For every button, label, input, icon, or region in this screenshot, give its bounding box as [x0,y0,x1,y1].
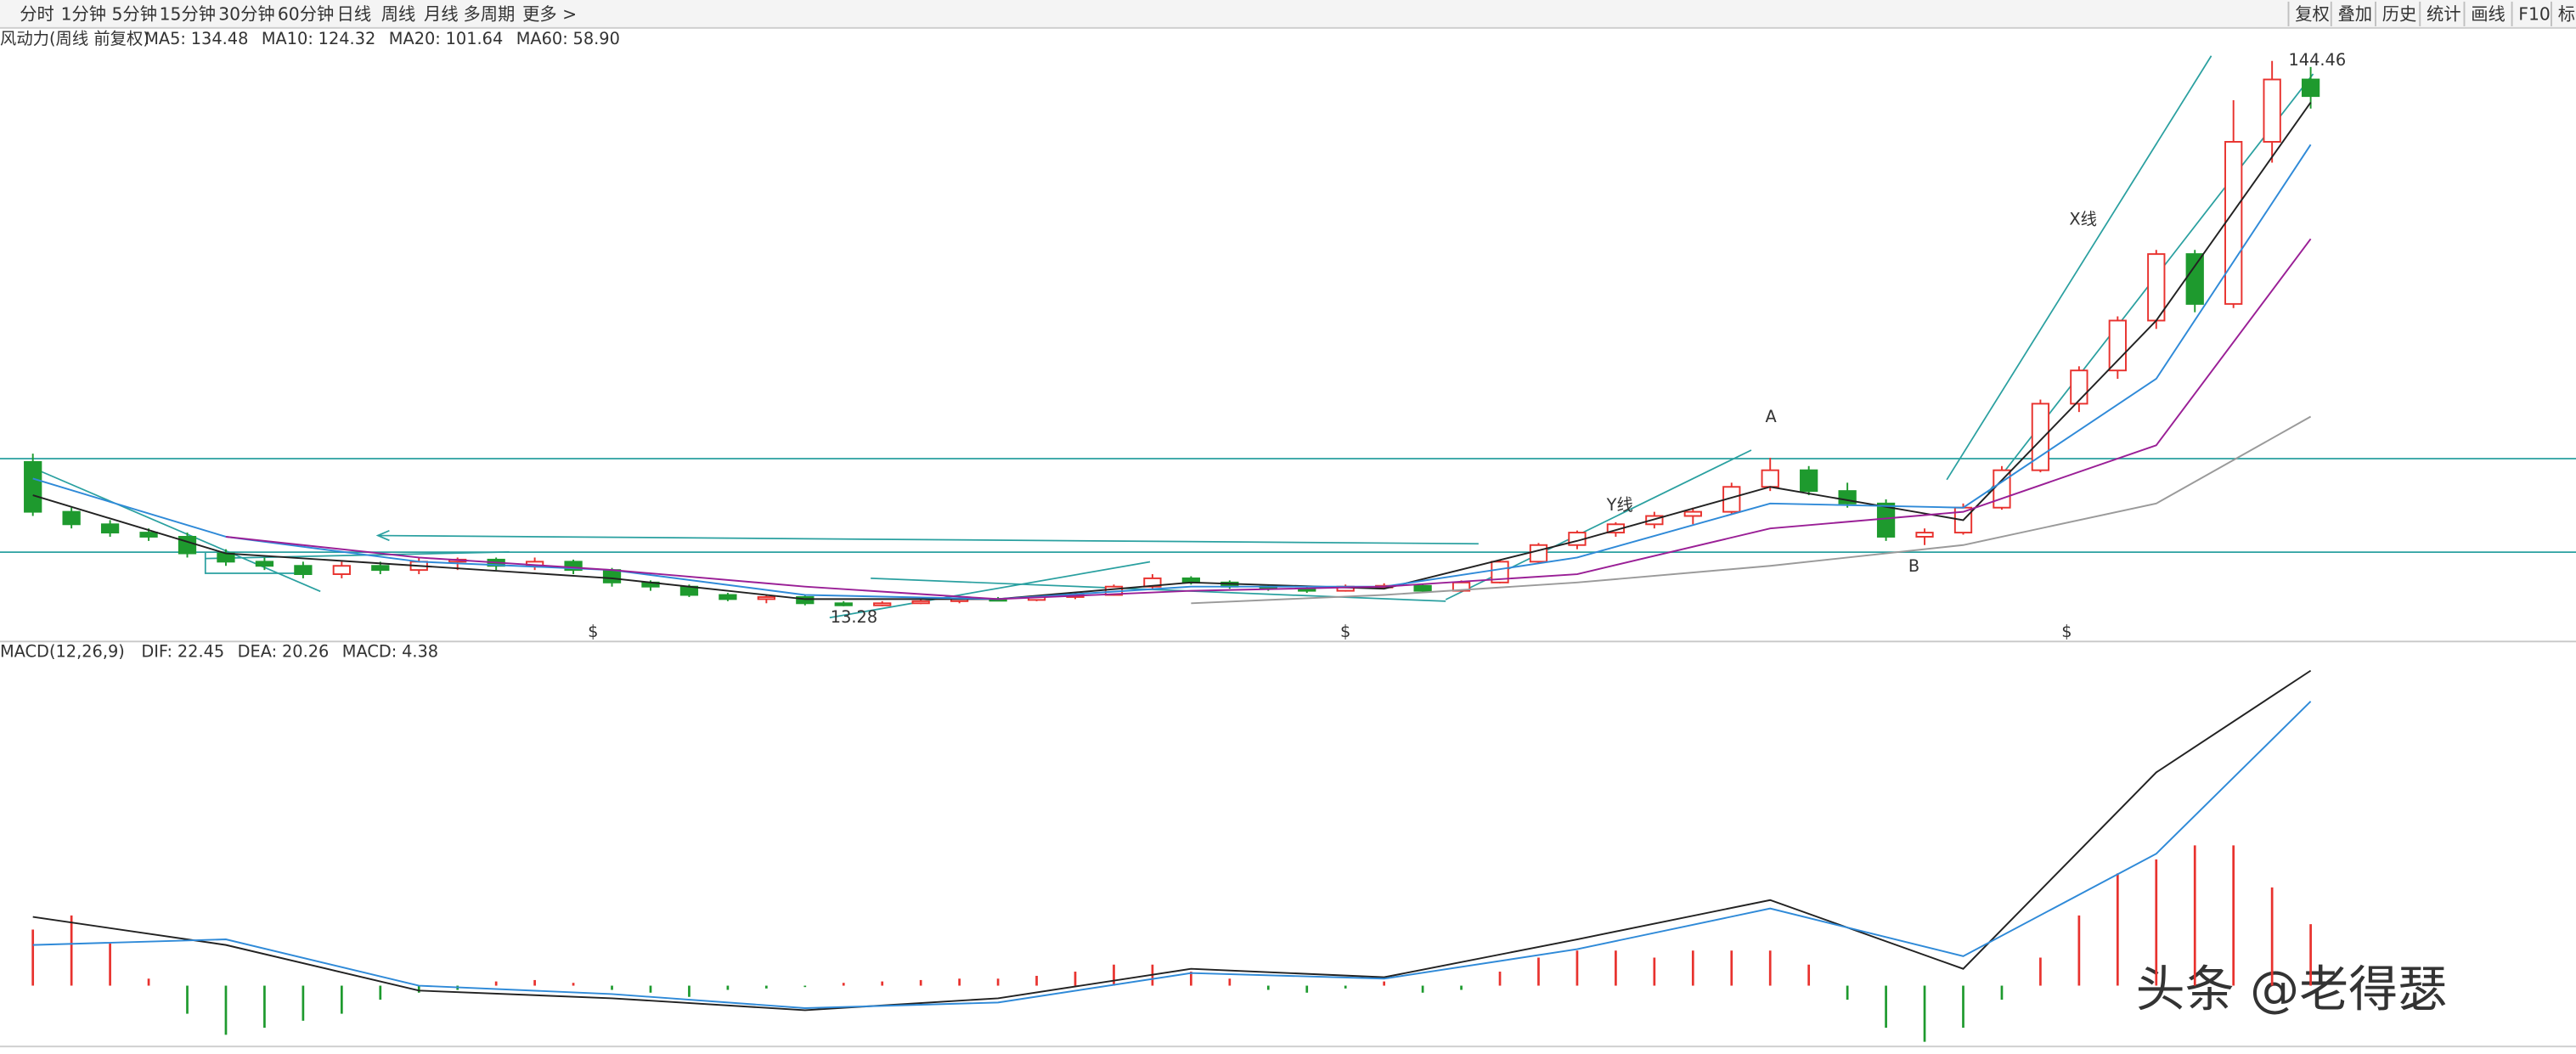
toolbar-tab[interactable]: 15分钟 [160,3,216,24]
legend-name: MA60: [516,29,568,48]
candle-body [2147,253,2166,322]
candle-body [1451,581,1471,592]
legend-value: 4.38 [402,641,438,661]
candle-body [1876,502,1896,538]
candle-body [2185,253,2204,305]
legend-name: DIF: [141,641,172,661]
legend-name: MA5: [144,29,186,48]
candle-body [371,565,390,572]
candle-body [1915,532,1934,538]
annotation: $ [2061,622,2072,641]
candle-body [2070,369,2088,405]
high-label: 144.46 [2288,50,2346,70]
toolbar-button[interactable]: 叠加 [2338,3,2373,24]
annotation: B [1908,556,1919,576]
legend-value: 134.48 [191,29,249,48]
candle-body [24,460,42,513]
toolbar-button[interactable]: 画线 [2471,3,2506,24]
candle-body [332,565,351,575]
candle-body [2263,78,2281,143]
toolbar-button[interactable]: 标 [2558,3,2575,24]
legend-value: 22.45 [178,641,224,661]
toolbar-tab[interactable]: 月线 [424,3,459,24]
watermark: 头条 @老得瑟 [2136,960,2448,1017]
toolbar [0,0,2576,28]
candle-body [100,523,120,534]
toolbar-tab[interactable]: 日线 [337,3,372,24]
toolbar-tab[interactable]: 60分钟 [278,3,334,24]
macd-title: MACD(12,26,9) [0,641,125,661]
annotation: $ [1340,622,1350,641]
candle-body [1143,577,1162,588]
candle-body [62,510,81,526]
legend-name: MACD: [342,641,397,661]
toolbar-tab[interactable]: 30分钟 [218,3,274,24]
candle-body [139,532,158,538]
toolbar-button[interactable]: 统计 [2427,3,2461,24]
candle-body [1413,584,1432,592]
toolbar-tab[interactable]: 多周期 [463,3,515,24]
candle-body [1761,469,1779,488]
toolbar-button[interactable]: F10 [2518,3,2551,24]
toolbar-button[interactable]: 复权 [2295,3,2330,24]
candle-body [564,561,583,572]
legend-name: MA10: [262,29,313,48]
toolbar-button[interactable]: 历史 [2382,3,2417,24]
indicator-line [32,701,2312,1009]
stock-title: 风动力(周线 前复权) [0,29,149,48]
legend-value: 58.90 [573,29,620,48]
candle-body [1529,544,1548,563]
candle-body [217,552,235,563]
indicator-line [32,144,2312,600]
candle-body [1683,510,1702,517]
candle-body [1993,469,2011,509]
candle-body [834,602,853,606]
toolbar-tab[interactable]: 5分钟 [112,3,158,24]
candle-body [796,595,815,605]
legend-value: 124.32 [318,29,376,48]
candle-body [294,565,313,575]
indicator-line [32,102,2312,600]
legend-name: MA20: [389,29,441,48]
candle-body [2224,141,2243,305]
legend-value: 20.26 [282,641,329,661]
candle-body [2108,319,2127,372]
legend-value: 101.64 [446,29,504,48]
candle-body [873,602,892,606]
candle-body [255,561,274,567]
low-label: 13.28 [831,607,877,627]
annotation: X线 [2069,210,2097,229]
candle-body [602,569,622,583]
toolbar-tab[interactable]: 更多 > [522,3,577,24]
toolbar-tab[interactable]: 分时 [20,3,54,24]
candle-body [1491,561,1509,583]
indicator-line [1191,415,2312,605]
candle-body [1800,469,1818,493]
indicator-line [32,669,2312,1012]
annotation: $ [588,622,598,641]
candle-body [719,594,737,600]
legend-name: DEA: [238,641,278,661]
toolbar-tab[interactable]: 1分钟 [61,3,107,24]
candle-body [757,595,775,600]
candle-body [2301,78,2320,98]
annotation: A [1766,407,1778,426]
indicator-line [225,238,2312,600]
drawn-lines [41,55,2314,619]
toolbar-tab[interactable]: 周线 [381,3,416,24]
annotation: Y线 [1606,495,1633,515]
candle-body [911,600,930,605]
